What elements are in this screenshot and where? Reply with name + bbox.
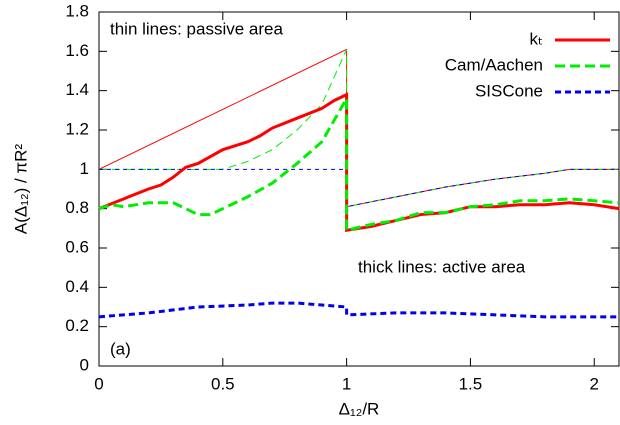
y-tick-label: 1.6	[65, 41, 89, 60]
legend-label: kₜ	[529, 29, 543, 48]
annotation: thick lines: active area	[358, 257, 526, 276]
y-axis-label: A(Δ₁₂) / πR²	[11, 144, 30, 235]
y-tick-label: 1.8	[65, 1, 89, 20]
legend-label: Cam/Aachen	[445, 55, 543, 74]
series-line	[98, 92, 620, 233]
legend-label: SISCone	[475, 81, 543, 100]
y-tick-label: 0.6	[65, 237, 89, 256]
x-tick-label: 0.5	[211, 374, 235, 393]
x-tick-label: 1	[342, 374, 351, 393]
x-tick-label: 2	[590, 374, 599, 393]
annotation: (a)	[110, 339, 131, 358]
y-tick-label: 0.2	[65, 316, 89, 335]
series-line	[98, 92, 620, 233]
plot-frame	[98, 11, 620, 367]
y-tick-label: 0	[80, 355, 89, 374]
y-tick-label: 1.2	[65, 119, 89, 138]
series-line	[99, 168, 619, 208]
annotation: thin lines: passive area	[110, 19, 283, 38]
x-tick-label: 1.5	[459, 374, 483, 393]
y-tick-label: 0.8	[65, 198, 89, 217]
x-axis-label: Δ₁₂/R	[339, 399, 380, 418]
series-line	[98, 301, 619, 319]
y-tick-label: 1.4	[65, 80, 89, 99]
x-tick-label: 0	[94, 374, 103, 393]
y-tick-label: 0.4	[65, 277, 89, 296]
y-tick-label: 1	[80, 159, 89, 178]
